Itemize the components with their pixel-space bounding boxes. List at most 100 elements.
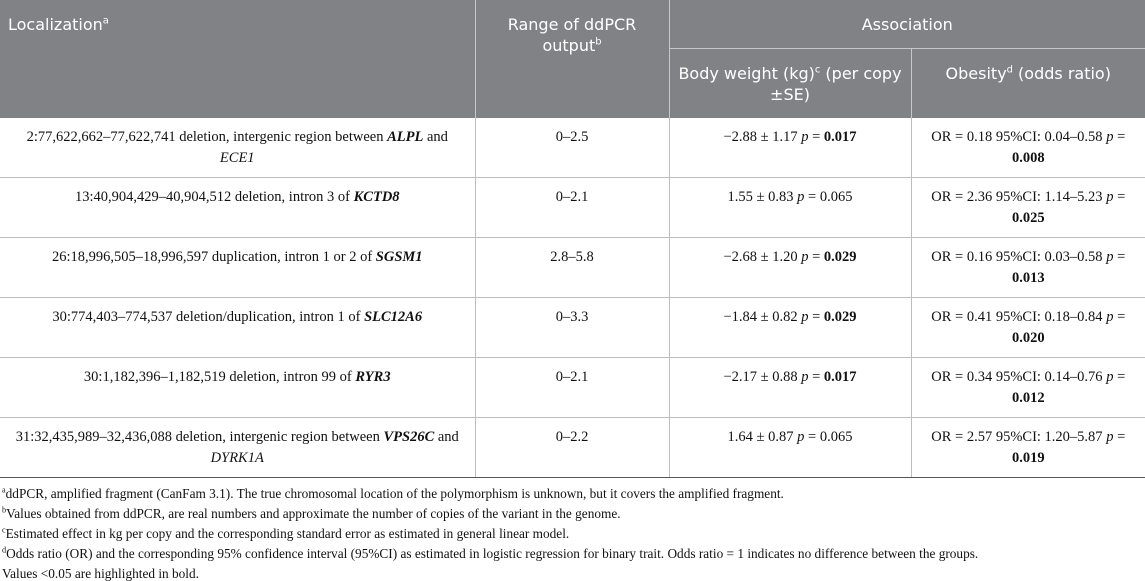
- text-run: 0–2.1: [555, 369, 589, 385]
- footnote: cEstimated effect in kg per copy and the…: [2, 524, 1143, 544]
- text-run: −2.68 ± 1.20: [723, 249, 802, 265]
- text-run: 2:77,622,662–77,622,741 deletion, interg…: [26, 129, 388, 145]
- text-run: OR = 0.16 95%CI: 0.03–0.58: [931, 249, 1107, 265]
- text-run: VPS26C: [383, 429, 435, 445]
- text-run: d: [2, 545, 7, 555]
- text-run: Odds ratio (OR) and the corresponding 95…: [6, 546, 979, 561]
- text-run: 0.029: [823, 309, 857, 325]
- table-cell: 1.55 ± 0.83 p = 0.065: [669, 177, 912, 238]
- footnotes: addPCR, amplified fragment (CanFam 3.1).…: [0, 478, 1145, 581]
- text-run: 0–2.2: [555, 429, 589, 445]
- table-row: 30:774,403–774,537 deletion/duplication,…: [0, 297, 1145, 358]
- text-run: = 0.065: [804, 189, 853, 205]
- text-run: 0.019: [1011, 450, 1045, 466]
- text-run: 30:774,403–774,537 deletion/duplication,…: [52, 309, 365, 325]
- text-run: =: [1113, 369, 1126, 385]
- text-run: and: [434, 429, 459, 445]
- text-run: −1.84 ± 0.82: [723, 309, 802, 325]
- text-run: =: [808, 249, 824, 265]
- text-run: 0–2.5: [555, 129, 589, 145]
- text-run: 13:40,904,429–40,904,512 deletion, intro…: [74, 189, 354, 205]
- table-cell: 0–2.1: [475, 357, 670, 418]
- text-run: p: [797, 189, 805, 205]
- text-run: 30:1,182,396–1,182,519 deletion, intron …: [83, 369, 356, 385]
- text-run: =: [1113, 429, 1126, 445]
- text-run: (per copy ±SE): [770, 64, 902, 104]
- text-run: ddPCR, amplified fragment (CanFam 3.1). …: [5, 486, 784, 501]
- table-row: 26:18,996,505–18,996,597 duplication, in…: [0, 237, 1145, 298]
- text-run: RYR3: [355, 369, 391, 385]
- text-run: Values <0.05 are highlighted in bold.: [2, 566, 199, 581]
- text-run: and: [423, 129, 448, 145]
- text-run: p: [1106, 189, 1114, 205]
- text-run: Body weight (kg): [678, 64, 815, 83]
- text-run: =: [1113, 189, 1126, 205]
- header-cell: Body weight (kg)c (per copy ±SE): [669, 48, 912, 118]
- text-run: b: [595, 36, 602, 48]
- text-run: SLC12A6: [364, 309, 423, 325]
- text-run: 1.55 ± 0.83: [727, 189, 798, 205]
- text-run: p: [1106, 369, 1114, 385]
- text-run: 0–3.3: [555, 309, 589, 325]
- text-run: 26:18,996,505–18,996,597 duplication, in…: [51, 249, 376, 265]
- text-run: 2.8–5.8: [550, 249, 594, 265]
- text-run: 0.017: [823, 129, 857, 145]
- text-run: p: [801, 249, 809, 265]
- text-run: =: [808, 369, 824, 385]
- header-cell: Localizationa: [0, 0, 476, 118]
- footnote: dOdds ratio (OR) and the corresponding 9…: [2, 544, 1143, 564]
- header-cell: Obesityd (odds ratio): [911, 48, 1145, 118]
- text-run: 0–2.1: [555, 189, 589, 205]
- text-run: 31:32,435,989–32,436,088 deletion, inter…: [15, 429, 384, 445]
- footnote: Values <0.05 are highlighted in bold.: [2, 564, 1143, 581]
- text-run: Range of ddPCR output: [507, 15, 637, 55]
- footnote: bValues obtained from ddPCR, are real nu…: [2, 504, 1143, 524]
- text-run: d: [1006, 64, 1013, 76]
- text-run: c: [2, 525, 6, 535]
- table-cell: 0–3.3: [475, 297, 670, 358]
- text-run: ALPL: [387, 129, 424, 145]
- table-cell: −2.17 ± 0.88 p = 0.017: [669, 357, 912, 418]
- text-run: −2.88 ± 1.17: [723, 129, 802, 145]
- text-run: Association: [861, 15, 953, 34]
- text-run: 0.020: [1011, 330, 1045, 346]
- table-cell: −2.68 ± 1.20 p = 0.029: [669, 237, 912, 298]
- table-row: 2:77,622,662–77,622,741 deletion, interg…: [0, 118, 1145, 178]
- text-run: 0.013: [1011, 270, 1045, 286]
- header-cell: Association: [669, 0, 1145, 49]
- text-run: p: [801, 129, 809, 145]
- table-cell: 26:18,996,505–18,996,597 duplication, in…: [0, 237, 476, 298]
- table-cell: −1.84 ± 0.82 p = 0.029: [669, 297, 912, 358]
- text-run: 0.012: [1011, 390, 1045, 406]
- table-cell: 30:1,182,396–1,182,519 deletion, intron …: [0, 357, 476, 418]
- text-run: OR = 2.57 95%CI: 1.20–5.87: [931, 429, 1107, 445]
- text-run: p: [797, 429, 805, 445]
- text-run: DYRK1A: [210, 450, 264, 466]
- text-run: OR = 0.18 95%CI: 0.04–0.58: [931, 129, 1107, 145]
- text-run: p: [801, 369, 809, 385]
- text-run: =: [808, 129, 824, 145]
- text-run: KCTD8: [353, 189, 400, 205]
- text-run: p: [1106, 429, 1114, 445]
- table-cell: 2:77,622,662–77,622,741 deletion, interg…: [0, 118, 476, 178]
- text-run: 0.029: [823, 249, 857, 265]
- text-run: p: [801, 309, 809, 325]
- data-table: Localizationa Range of ddPCR outputb Ass…: [0, 0, 1145, 478]
- text-run: Estimated effect in kg per copy and the …: [5, 526, 570, 541]
- table-cell: OR = 0.16 95%CI: 0.03–0.58 p = 0.013: [911, 237, 1145, 298]
- table-row: 31:32,435,989–32,436,088 deletion, inter…: [0, 417, 1145, 478]
- text-run: =: [1113, 249, 1126, 265]
- table-row: 13:40,904,429–40,904,512 deletion, intro…: [0, 177, 1145, 238]
- text-run: OR = 0.34 95%CI: 0.14–0.76: [931, 369, 1107, 385]
- text-run: 0.008: [1011, 150, 1045, 166]
- table-cell: OR = 2.57 95%CI: 1.20–5.87 p = 0.019: [911, 417, 1145, 478]
- text-run: =: [1113, 129, 1126, 145]
- text-run: p: [1106, 129, 1114, 145]
- table-cell: 0–2.1: [475, 177, 670, 238]
- table-cell: OR = 0.34 95%CI: 0.14–0.76 p = 0.012: [911, 357, 1145, 418]
- text-run: a: [102, 15, 109, 27]
- table-cell: 1.64 ± 0.87 p = 0.065: [669, 417, 912, 478]
- table-header: Localizationa Range of ddPCR outputb Ass…: [0, 0, 1145, 118]
- text-run: ECE1: [219, 150, 255, 166]
- table-row: 30:1,182,396–1,182,519 deletion, intron …: [0, 357, 1145, 418]
